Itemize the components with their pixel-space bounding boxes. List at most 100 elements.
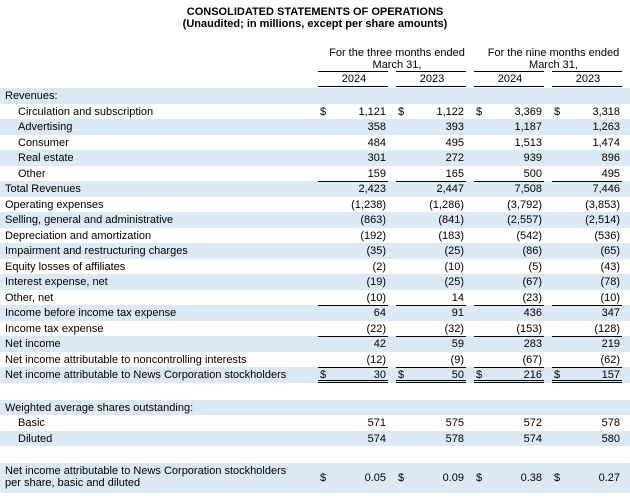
rule [318,379,388,383]
cell-value: (192) [360,229,386,242]
currency-sign: $ [320,105,327,118]
title: CONSOLIDATED STATEMENTS OF OPERATIONS [186,6,444,18]
cell-value: 7,508 [514,183,542,195]
cell-value: 347 [601,307,620,319]
cell-value: (128) [594,322,620,335]
row-shading [0,463,630,493]
currency-sign: $ [554,105,561,118]
row-label: Selling, general and administrative [5,214,174,226]
row-shading [0,243,630,259]
currency-sign: $ [476,369,483,381]
rule [318,305,388,306]
cell-value: (43) [600,260,620,273]
cell-value: 0.38 [520,472,542,484]
row-shading [0,430,630,446]
cell-value: 484 [367,136,386,149]
cell-value: 3,369 [514,105,542,118]
row-label: Weighted average shares outstanding: [5,401,194,414]
cell-value: (3,853) [585,198,620,211]
cell-value: 393 [445,121,464,133]
cell-value: 0.27 [598,472,620,484]
cell-value: 896 [601,152,620,164]
cell-value: 574 [523,432,542,445]
rule [552,71,622,72]
cell-value: (10) [600,291,620,304]
rule [396,86,466,87]
rule [396,336,466,337]
row-label: Basic [18,417,45,429]
currency-sign: $ [320,472,327,484]
row-label: Consumer [18,136,69,149]
cell-value: 574 [367,432,386,445]
currency-sign: $ [398,369,405,381]
cell-value: (22) [366,322,386,335]
column-year: 2024 [497,73,523,85]
cell-value: (5) [528,260,542,273]
rule [552,379,622,383]
rule [396,181,466,182]
cell-value: (10) [366,291,386,304]
rule [552,336,622,337]
rule [396,367,466,368]
cell-value: 165 [445,167,464,180]
rule [318,71,388,72]
cell-value: 572 [523,417,542,429]
cell-value: 42 [373,338,386,350]
cell-value: (542) [516,229,542,242]
cell-value: (32) [444,322,464,335]
cell-value: 575 [445,417,464,429]
row-shading [0,274,630,290]
cell-value: (25) [444,245,464,257]
cell-value: 1,187 [514,121,542,133]
currency-sign: $ [320,369,327,381]
row-label: Circulation and subscription [18,105,154,118]
cell-value: 301 [367,152,386,164]
row-shading [0,305,630,321]
subtitle: (Unaudited; in millions, except per shar… [182,18,448,30]
rule [474,181,544,182]
cell-value: (1,238) [351,198,386,211]
cell-value: (12) [366,353,386,366]
cell-value: (9) [450,353,464,366]
row-label: Real estate [18,152,74,164]
row-label: Net income attributable to News Corporat… [5,369,287,381]
rule [474,379,544,383]
cell-value: 64 [373,307,386,319]
cell-value: 580 [601,432,620,445]
cell-value: 91 [451,307,464,319]
row-label: Equity losses of affiliates [5,260,126,273]
cell-value: (19) [366,276,386,288]
cell-value: 0.09 [442,472,464,484]
rule [396,71,466,72]
row-shading [0,367,630,383]
row-label: Income tax expense [5,322,104,335]
row-label: Diluted [18,432,53,445]
cell-value: 939 [523,152,542,164]
rule [318,181,388,182]
currency-sign: $ [554,369,561,381]
rule [396,379,466,383]
cell-value: 436 [523,307,542,319]
cell-value: (10) [444,260,464,273]
cell-value: 1,121 [358,105,386,118]
row-label: Total Revenues [5,183,81,195]
row-label: Impairment and restructuring charges [5,245,188,257]
row-label: Depreciation and amortization [5,229,152,242]
cell-value: 50 [451,369,464,381]
column-year: 2023 [419,73,445,85]
cell-value: (153) [516,322,542,335]
rule [552,367,622,368]
row-shading [0,336,630,352]
rule [318,86,388,87]
row-label: Other, net [5,291,54,304]
cell-value: 2,447 [436,183,464,195]
cell-value: (67) [522,276,542,288]
cell-value: 283 [523,338,542,350]
rule [318,336,388,337]
rule [552,305,622,306]
column-group-header: For the three months ended March 31, [329,47,465,71]
column-year: 2023 [575,73,601,85]
rule [474,336,544,337]
cell-value: 1,474 [592,136,620,149]
cell-value: 571 [367,417,386,429]
